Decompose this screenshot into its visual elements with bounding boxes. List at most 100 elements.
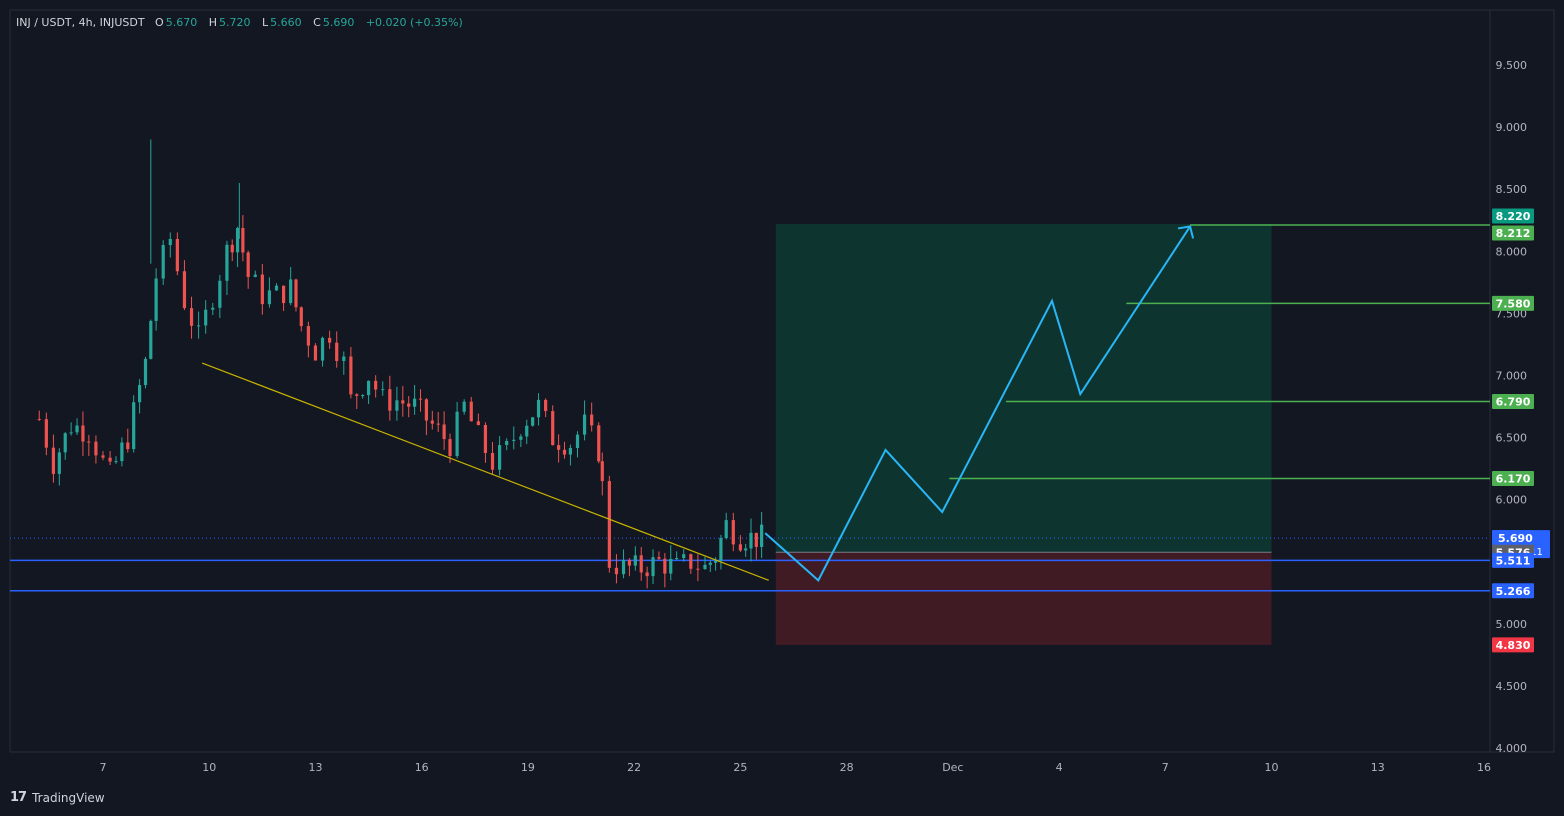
candle-body xyxy=(512,439,516,441)
candle-body xyxy=(289,279,293,304)
candle-body xyxy=(724,520,728,539)
candle-body xyxy=(87,441,91,443)
price-tag-bg xyxy=(1492,583,1534,599)
x-tick-label: 16 xyxy=(415,761,429,774)
price-tag-bg xyxy=(1492,225,1534,241)
candle-body xyxy=(531,417,535,426)
price-tag-label: 5.266 xyxy=(1496,585,1531,598)
brand-footer[interactable]: 17 TradingView xyxy=(10,790,105,805)
candle-body xyxy=(401,400,405,404)
current-price-label: 5.690 xyxy=(1498,532,1533,545)
candle-body xyxy=(253,274,257,277)
high-value: 5.720 xyxy=(219,16,251,29)
candle-body xyxy=(120,442,124,462)
candle-body xyxy=(294,279,298,308)
candle-body xyxy=(557,445,561,450)
candle-body xyxy=(760,524,764,547)
candle-body xyxy=(143,358,148,386)
candle-body xyxy=(544,399,548,412)
candle-body xyxy=(211,307,215,310)
candle-body xyxy=(483,424,488,453)
price-tag-label: 6.170 xyxy=(1496,473,1531,486)
candle-body xyxy=(75,425,79,433)
candle-body xyxy=(651,557,655,577)
candle-body xyxy=(235,228,240,253)
candle-body xyxy=(519,436,523,440)
candle-body xyxy=(663,558,667,574)
candle-body xyxy=(230,244,234,253)
y-tick-label: 6.000 xyxy=(1496,494,1528,507)
candle-body xyxy=(568,447,573,455)
candle-body xyxy=(639,555,643,573)
y-tick-label: 4.500 xyxy=(1496,680,1528,693)
low-label: L xyxy=(262,16,269,29)
x-tick-label: 13 xyxy=(1371,761,1385,774)
candle-body xyxy=(395,400,399,411)
candle-body xyxy=(413,398,417,407)
y-tick-label: 4.000 xyxy=(1496,742,1528,755)
candle-body xyxy=(575,434,580,448)
candle-body xyxy=(366,380,371,396)
candle-body xyxy=(175,238,179,272)
x-tick-label: 10 xyxy=(1265,761,1279,774)
candle-body xyxy=(281,285,286,304)
candle-body xyxy=(703,564,707,570)
y-tick-label: 9.500 xyxy=(1496,59,1528,72)
candle-body xyxy=(246,252,250,277)
candle-body xyxy=(161,245,165,279)
candle-body xyxy=(424,399,429,421)
candle-body xyxy=(744,548,748,551)
candle-body xyxy=(361,395,365,397)
candle-body xyxy=(306,326,310,346)
candle-body xyxy=(374,380,378,390)
candle-body xyxy=(137,385,142,403)
y-tick-label: 6.500 xyxy=(1496,432,1528,445)
candle-body xyxy=(462,401,466,412)
projection-path xyxy=(764,225,1191,582)
tradingview-logo-icon: 17 xyxy=(10,790,27,805)
candle-body xyxy=(44,419,48,448)
price-tag-bg xyxy=(1492,295,1534,311)
candle-body xyxy=(114,461,118,463)
candle-body xyxy=(448,439,452,457)
x-tick-label: Dec xyxy=(942,761,963,774)
price-tag-8.212: 8.212 xyxy=(1492,225,1534,241)
x-tick-label: 13 xyxy=(308,761,322,774)
x-tick-label: 28 xyxy=(840,761,854,774)
price-tag-bg xyxy=(1492,552,1534,568)
candle-body xyxy=(57,452,61,474)
open-label: O xyxy=(155,16,164,29)
close-value: 5.690 xyxy=(322,16,355,29)
candle-body xyxy=(657,557,661,559)
y-tick-label: 8.000 xyxy=(1496,245,1528,258)
price-tag-8.220: 8.220 xyxy=(1492,208,1534,224)
candle-body xyxy=(627,560,632,566)
symbol-legend: INJ / USDT, 4h, INJUSDT O 5.670 H 5.720 L 5… xyxy=(16,16,463,29)
candle-body xyxy=(669,558,673,574)
candle-body xyxy=(320,337,325,361)
x-tick-label: 22 xyxy=(627,761,641,774)
candle-body xyxy=(37,418,41,420)
y-tick-label: 7.000 xyxy=(1496,369,1528,382)
candle-body xyxy=(126,442,130,450)
price-tag-label: 4.830 xyxy=(1496,639,1531,652)
candle-body xyxy=(355,394,359,396)
candle-body xyxy=(600,461,604,482)
candle-body xyxy=(551,411,555,446)
candle-body xyxy=(645,572,649,577)
projection-arrowhead xyxy=(1177,225,1195,239)
candle-body xyxy=(197,325,201,327)
high-label: H xyxy=(208,16,217,29)
candle-body xyxy=(154,278,158,321)
candle-body xyxy=(101,455,105,458)
candle-body xyxy=(349,356,353,395)
candle-body xyxy=(225,244,229,281)
candle-body xyxy=(476,421,480,425)
candle-body xyxy=(696,568,700,570)
symbol-title[interactable]: INJ / USDT, 4h, INJUSDT xyxy=(16,16,145,29)
candle-body xyxy=(582,414,587,435)
y-tick-label: 8.500 xyxy=(1496,183,1528,196)
open-value: 5.670 xyxy=(165,16,198,29)
trendline xyxy=(201,362,769,581)
